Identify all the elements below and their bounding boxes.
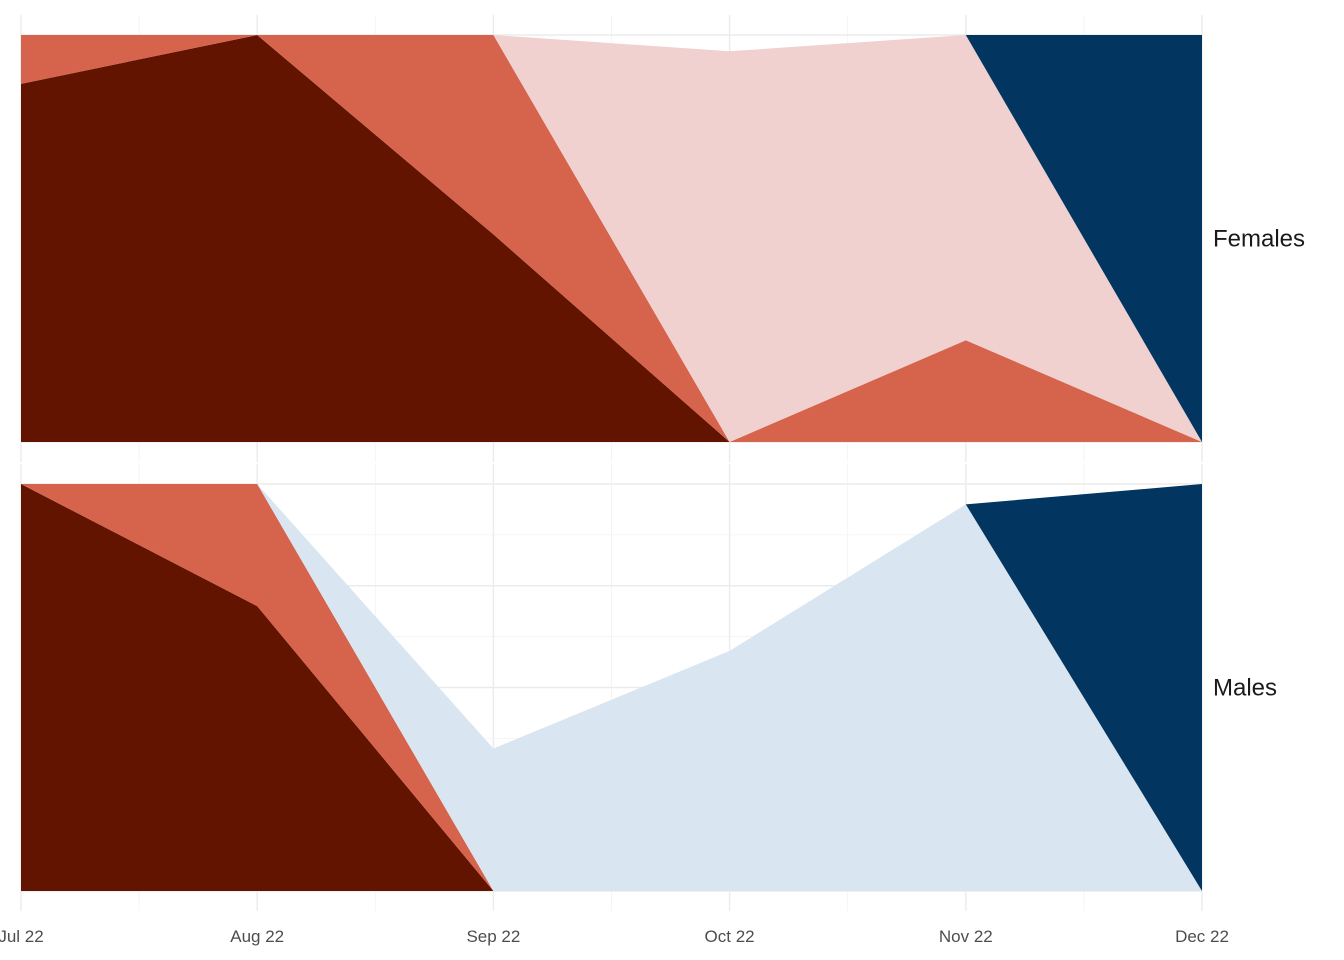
- area-series-3: [21, 35, 1202, 442]
- panel-areas: [21, 35, 1202, 442]
- facet-label-males: Males: [1213, 675, 1277, 702]
- chart-panels: Females Males: [20, 15, 1305, 911]
- facet-label-females: Females: [1213, 226, 1305, 253]
- area-series-1: [21, 484, 1202, 891]
- area-series-4: [21, 35, 1202, 442]
- panel-males: Males: [20, 464, 1277, 911]
- x-tick-label: Dec 22: [1175, 927, 1229, 946]
- area-series-1: [21, 35, 1202, 442]
- panel-females: Females: [20, 15, 1305, 462]
- x-axis: Jul 22 Aug 22 Sep 22 Oct 22 Nov 22 Dec 22: [0, 927, 1229, 946]
- x-tick-label: Sep 22: [466, 927, 520, 946]
- panel-areas: [21, 484, 1202, 891]
- area-series-2: [21, 35, 1202, 442]
- x-tick-label: Jul 22: [0, 927, 44, 946]
- area-series-4: [21, 484, 1202, 891]
- x-tick-label: Nov 22: [939, 927, 993, 946]
- x-tick-label: Oct 22: [705, 927, 755, 946]
- x-tick-label: Aug 22: [230, 927, 284, 946]
- area-series-3: [21, 484, 1202, 891]
